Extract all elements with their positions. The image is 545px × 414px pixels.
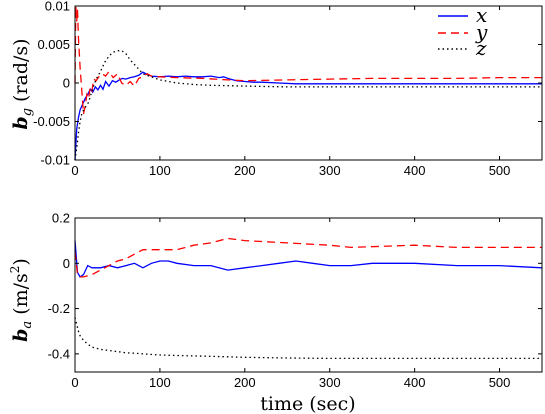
- gyro-y-tick-label: 0: [63, 76, 70, 91]
- accel-x-tick-label: 400: [404, 375, 426, 390]
- gyro-x-tick-label: 100: [149, 163, 171, 178]
- legend-label-x: x: [476, 3, 487, 27]
- gyro-series-x-line: [74, 71, 542, 161]
- accel-y-tick-label: -0.2: [48, 301, 70, 316]
- gyro-x-tick-label: 300: [319, 163, 341, 178]
- legend-label-y: y: [475, 20, 488, 44]
- accel-series-x-line: [74, 240, 543, 278]
- gyro-x-tick-label: 400: [404, 163, 426, 178]
- legend: x y z: [438, 3, 488, 60]
- accel-series-z-line: [74, 317, 542, 360]
- legend-label-z: z: [475, 36, 487, 60]
- accel-y-tick-label: 0.2: [52, 211, 70, 226]
- accel-x-tick-label: 500: [489, 375, 511, 390]
- gyro-series-y-line: [74, 5, 542, 114]
- gyro-y-tick-label: 0.01: [45, 0, 70, 14]
- accel-bias-frame: [74, 217, 543, 373]
- gyro-y-tick-label: -0.01: [40, 153, 70, 168]
- gyro-x-tick-label: 200: [234, 163, 256, 178]
- gyro-bias-ylabel: bg(rad/s): [10, 38, 35, 129]
- accel-x-tick-label: 300: [319, 375, 341, 390]
- gyro-bias-series: [74, 5, 542, 161]
- gyro-bias-frame: [74, 5, 543, 161]
- gyro-y-tick-label: 0.005: [37, 37, 70, 52]
- shared-xlabel: time (sec): [260, 393, 355, 414]
- gyro-series-z-line: [74, 50, 542, 161]
- accel-x-tick-label: 0: [71, 375, 78, 390]
- gyro-bias-panel: bg(rad/s) 0 100 200 300 400 5000.010.0050-0.0…: [10, 0, 543, 178]
- accel-y-tick-label: 0: [63, 256, 70, 271]
- accel-series-y-line: [74, 237, 542, 278]
- accel-y-tick-label: -0.4: [48, 346, 70, 361]
- accel-bias-series: [74, 237, 543, 360]
- accel-x-tick-label: 200: [234, 375, 256, 390]
- gyro-y-tick-label: -0.005: [33, 114, 70, 129]
- gyro-x-tick-label: 500: [489, 163, 511, 178]
- accel-x-tick-label: 100: [149, 375, 171, 390]
- gyro-x-tick-label: 0: [71, 163, 78, 178]
- accel-bias-panel: ba(m/s2) 0 100 200 300 400 500 0.2 0 -0.2 -0.4: [8, 211, 543, 390]
- accel-bias-ylabel: ba(m/s2): [8, 258, 35, 342]
